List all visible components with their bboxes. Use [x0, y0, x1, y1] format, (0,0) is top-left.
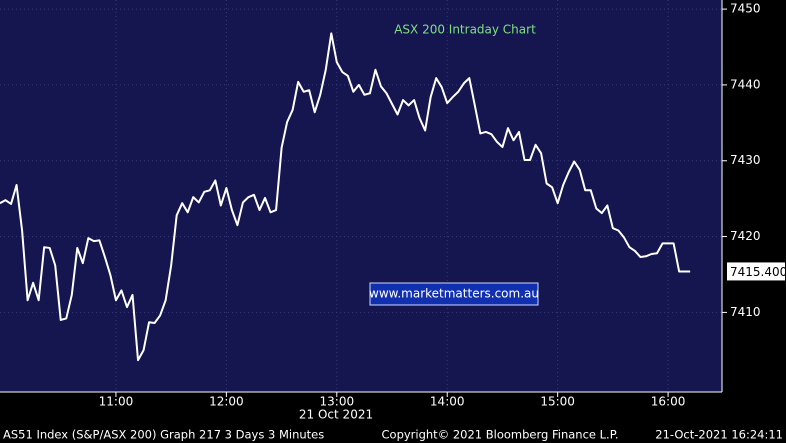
date-label: 21 Oct 2021: [299, 408, 373, 422]
grid: [0, 0, 722, 392]
watermark-box: [369, 282, 539, 306]
ticks: [115, 8, 727, 397]
watermark: www.marketmatters.com.au: [369, 287, 539, 301]
footer-left: AS51 Index (S&P/ASX 200) Graph 217 3 Day…: [3, 428, 324, 442]
footer-center: Copyright© 2021 Bloomberg Finance L.P.: [382, 428, 619, 442]
plot-area: [0, 0, 722, 392]
y-tick-label: 7430: [730, 153, 761, 167]
y-tick-label: 7420: [730, 229, 761, 243]
price-line: [0, 32, 691, 362]
x-tick-label: 12:00: [209, 395, 244, 409]
x-tick-label: 14:00: [430, 395, 465, 409]
y-tick-label: 7450: [730, 2, 761, 16]
y-tick-label: 7440: [730, 77, 761, 91]
x-tick-label: 11:00: [99, 395, 134, 409]
last-price-box: [727, 262, 785, 281]
x-tick-label: 13:00: [320, 395, 355, 409]
chart-title: ASX 200 Intraday Chart: [394, 23, 536, 37]
x-tick-label: 16:00: [651, 395, 686, 409]
y-tick-label: 7410: [730, 305, 761, 319]
footer-right: 21-Oct-2021 16:24:11: [655, 428, 783, 442]
x-tick-label: 15:00: [540, 395, 575, 409]
last-price-label: 7415.400: [730, 265, 786, 279]
